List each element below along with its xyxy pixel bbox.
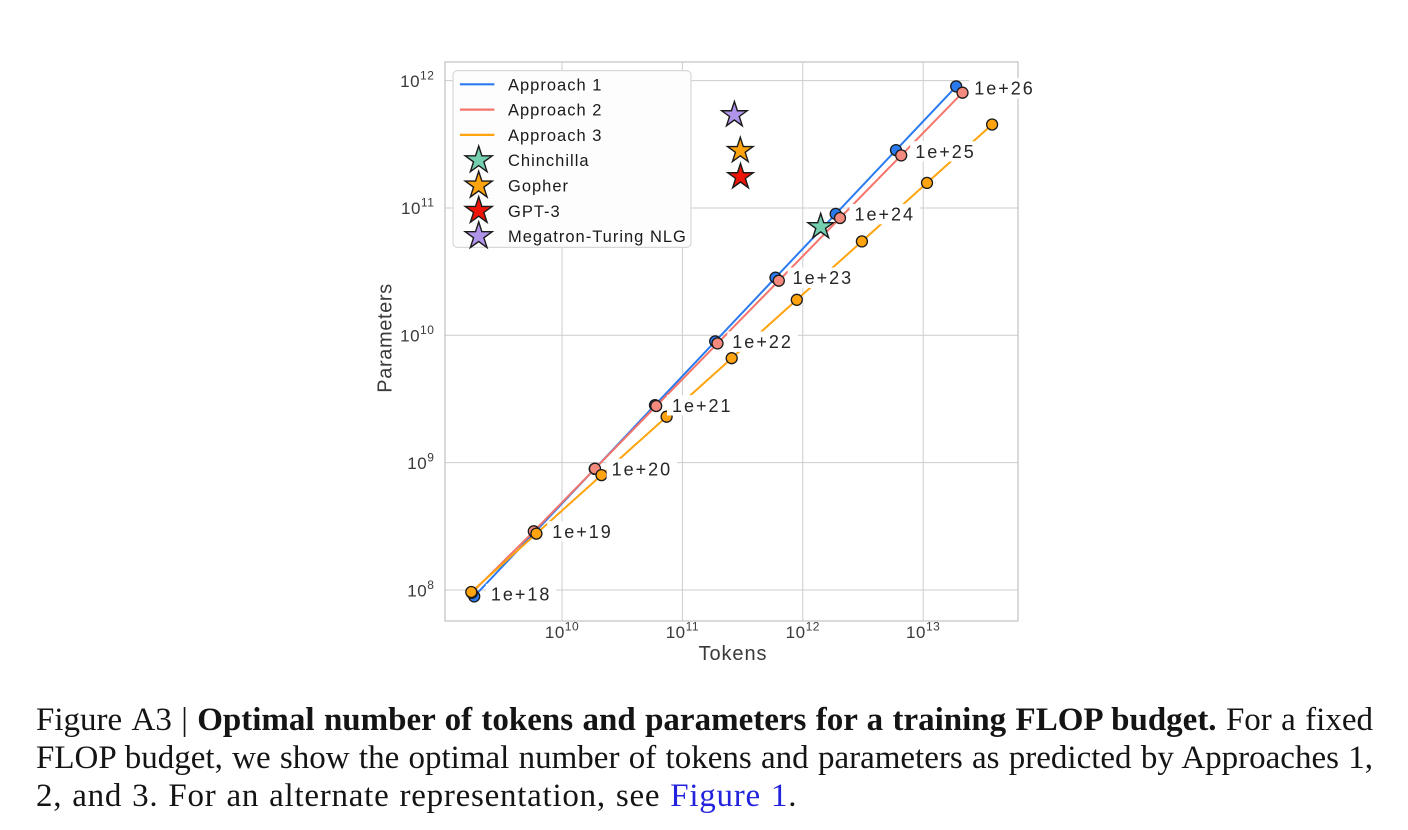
svg-text:1e+26: 1e+26 [974,79,1035,99]
svg-text:1e+24: 1e+24 [855,205,916,225]
svg-text:1010: 1010 [400,323,434,346]
svg-text:1e+23: 1e+23 [793,268,854,288]
svg-text:1011: 1011 [666,620,699,643]
svg-text:1011: 1011 [401,196,434,219]
svg-text:1e+25: 1e+25 [915,142,976,162]
svg-text:1012: 1012 [786,620,820,643]
svg-text:Megatron-Turing NLG: Megatron-Turing NLG [508,228,687,246]
svg-text:1010: 1010 [545,620,579,643]
svg-text:1e+19: 1e+19 [552,522,613,542]
svg-text:Tokens: Tokens [699,643,768,665]
svg-text:1013: 1013 [906,620,940,643]
svg-text:Approach 2: Approach 2 [508,102,602,120]
svg-text:1e+22: 1e+22 [732,332,793,352]
svg-text:Approach 1: Approach 1 [508,76,602,94]
svg-text:1e+18: 1e+18 [491,585,552,605]
svg-text:1e+21: 1e+21 [672,396,733,416]
svg-text:1e+20: 1e+20 [612,459,673,479]
svg-text:Parameters: Parameters [374,283,396,392]
svg-text:GPT-3: GPT-3 [508,203,561,221]
svg-text:Gopher: Gopher [508,178,569,196]
svg-text:1012: 1012 [400,68,434,91]
svg-text:108: 108 [407,578,434,601]
svg-text:Approach 3: Approach 3 [508,127,602,145]
svg-text:Chinchilla: Chinchilla [508,152,590,170]
svg-text:109: 109 [407,450,434,473]
